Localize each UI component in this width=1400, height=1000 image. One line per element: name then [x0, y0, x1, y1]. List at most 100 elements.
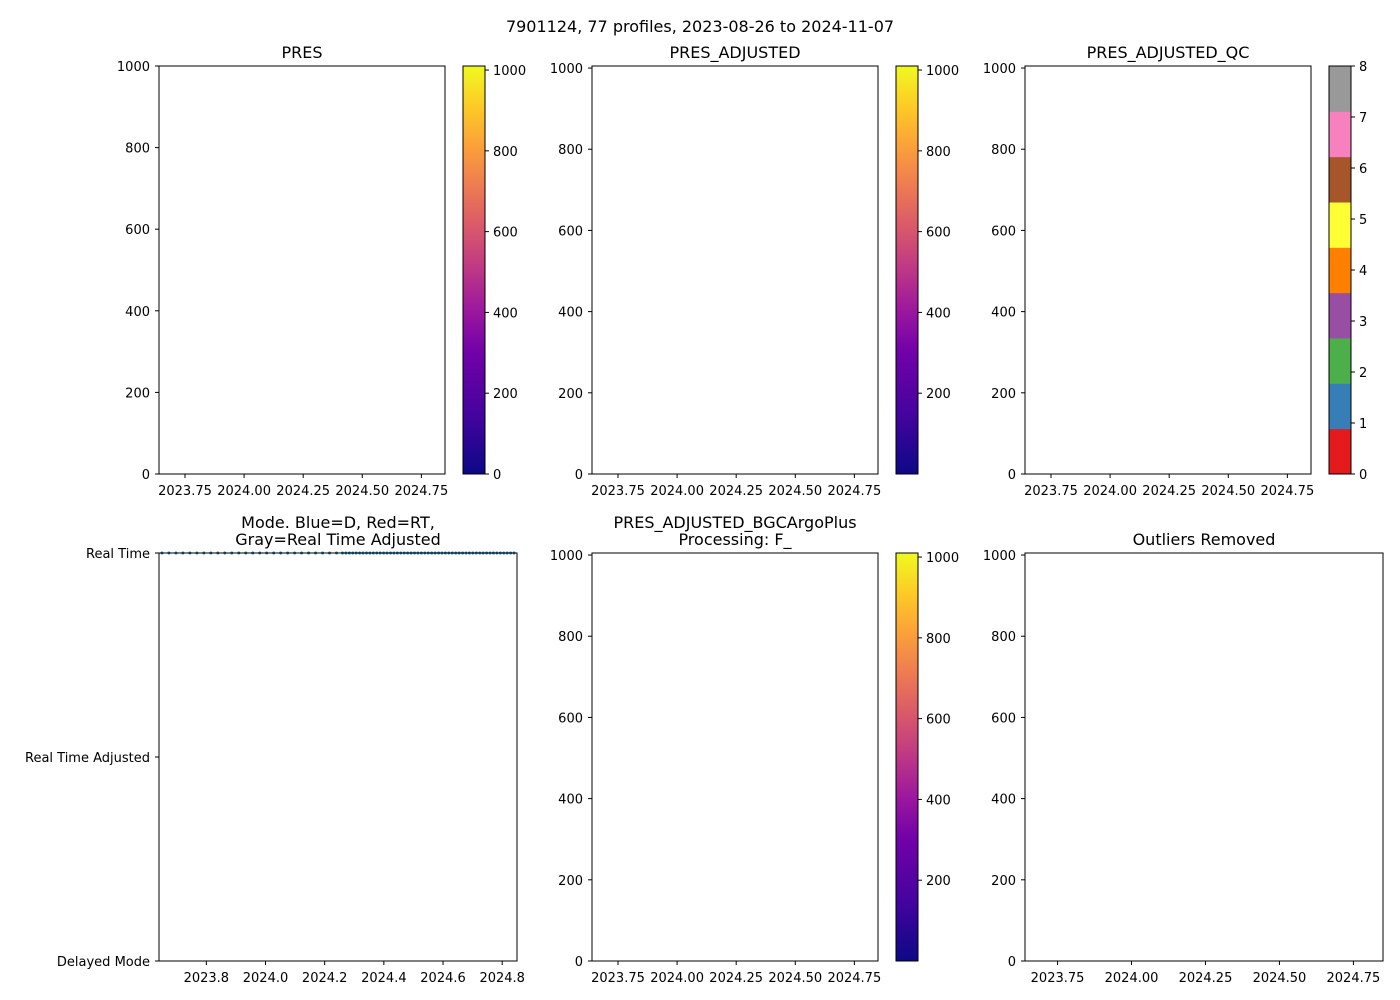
pres-cbar-tick-label: 600 [493, 226, 518, 241]
pres_adjusted_qc-cbar-tick-label: 6 [1359, 162, 1367, 177]
pres_adjusted_bgc-title-line-0: PRES_ADJUSTED_BGCArgoPlus [613, 513, 856, 533]
pres_adjusted-ytick-label: 400 [558, 306, 583, 321]
pres-cbar-tick-label: 400 [493, 306, 518, 321]
pres_adjusted_qc-xtick-label: 2024.75 [1260, 484, 1314, 499]
mode-xtick-label: 2023.8 [184, 971, 230, 986]
pres_adjusted_qc-ytick-label: 1000 [983, 62, 1016, 77]
pres_adjusted_qc-cbar-tick-label: 3 [1359, 315, 1367, 330]
pres_adjusted-ytick-label: 0 [575, 468, 583, 483]
pres-xtick-label: 2024.00 [217, 484, 271, 499]
pres_adjusted-xtick-label: 2024.00 [650, 484, 704, 499]
outliers-ytick-label: 400 [991, 793, 1016, 808]
pres_adjusted_qc-ytick-label: 0 [1008, 468, 1016, 483]
pres-cbar-tick-label: 0 [493, 468, 501, 483]
outliers-title-line-0: Outliers Removed [1133, 530, 1276, 549]
pres_adjusted_qc-colorbar-segment [1329, 111, 1351, 158]
pres_adjusted_bgc-colorbar-frame [895, 552, 919, 962]
pres_adjusted_bgc-axes-frame [591, 552, 879, 962]
outliers-xtick-label: 2024.75 [1327, 971, 1381, 986]
mode-axes-frame [158, 552, 518, 962]
pres_adjusted_bgc-cbar-tick-label: 1000 [926, 551, 959, 566]
pres_adjusted-xtick-label: 2024.50 [768, 484, 822, 499]
pres_adjusted-xtick-label: 2024.75 [827, 484, 881, 499]
mode-title-line-1: Gray=Real Time Adjusted [235, 530, 441, 549]
pres_adjusted-ytick-label: 800 [558, 143, 583, 158]
outliers-ytick-label: 800 [991, 630, 1016, 645]
pres_adjusted_bgc-ytick-label: 800 [558, 630, 583, 645]
pres_adjusted_qc-cbar-tick-label: 0 [1359, 468, 1367, 483]
mode-xtick-label: 2024.8 [479, 971, 525, 986]
pres-ytick-label: 400 [125, 305, 150, 320]
pres-colorbar-frame [462, 65, 486, 475]
pres_adjusted_qc-colorbar-segment [1329, 383, 1351, 430]
pres_adjusted_qc-colorbar-segment [1329, 338, 1351, 384]
outliers-ytick-label: 600 [991, 711, 1016, 726]
pres_adjusted-cbar-tick-label: 800 [926, 145, 951, 160]
pres-plot-area [159, 66, 445, 474]
pres_adjusted-xtick-label: 2024.25 [709, 484, 763, 499]
pres_adjusted_qc-colorbar-segment [1329, 428, 1351, 475]
pres_adjusted-cbar-tick-label: 400 [926, 306, 951, 321]
pres_adjusted_bgc-xtick-label: 2024.00 [650, 971, 704, 986]
outliers-xtick-label: 2024.00 [1105, 971, 1159, 986]
pres_adjusted_qc-colorbar-segment [1329, 156, 1351, 203]
outliers-ytick-label: 200 [991, 874, 1016, 889]
outliers-plot-area [1025, 553, 1383, 961]
pres_adjusted_bgc-ytick-label: 400 [558, 793, 583, 808]
outliers-panel: 2023.75 2024.00 2024.25 2024.50 2024.75 0 200 4… [983, 549, 1384, 986]
pres_adjusted_bgc-cbar-tick-label: 600 [926, 713, 951, 728]
pres_adjusted_qc-cbar-tick-label: 1 [1359, 417, 1367, 432]
pres-title-line-0: PRES [281, 43, 322, 62]
pres_adjusted_qc-colorbar-segment [1329, 247, 1351, 294]
outliers-axes-frame [1024, 552, 1384, 962]
pres_adjusted-ytick-label: 600 [558, 224, 583, 239]
outliers-ytick-label: 1000 [983, 549, 1016, 564]
outliers-xtick-label: 2024.25 [1179, 971, 1233, 986]
pres_adjusted_qc-colorbar-segment [1329, 66, 1351, 112]
pres_adjusted_qc-ytick-label: 200 [991, 387, 1016, 402]
pres-ytick-label: 1000 [117, 60, 150, 75]
pres_adjusted-xtick-label: 2023.75 [591, 484, 645, 499]
outliers-xtick-label: 2023.75 [1031, 971, 1085, 986]
pres_adjusted_qc-xtick-label: 2024.50 [1201, 484, 1255, 499]
figure-suptitle: 7901124, 77 profiles, 2023-08-26 to 2024… [506, 17, 894, 36]
pres_adjusted_bgc-ytick-label: 1000 [550, 549, 583, 564]
pres_adjusted_qc-colorbar-segment [1329, 202, 1351, 248]
mode-xtick-label: 2024.2 [302, 971, 348, 986]
pres_adjusted_qc-xtick-label: 2023.75 [1024, 484, 1078, 499]
pres-cbar-tick-label: 800 [493, 145, 518, 160]
pres_adjusted-panel: 200 400 600 800 1000 2023.75 2024.00 2024.25 202… [550, 62, 959, 499]
pres_adjusted_qc-cbar-tick-label: 2 [1359, 366, 1367, 381]
pres_adjusted_qc-xtick-label: 2024.00 [1083, 484, 1137, 499]
mode-ytick-label: Real Time [86, 547, 150, 562]
pres_adjusted_qc-ytick-label: 400 [991, 306, 1016, 321]
outliers-ytick-label: 0 [1008, 955, 1016, 970]
pres_adjusted_qc-cbar-tick-label: 4 [1359, 264, 1367, 279]
pres-panel: 0 200 400 600 800 1000 2023.75 2024.00 2024.25 20… [117, 60, 526, 499]
pres-xtick-label: 2024.50 [335, 484, 389, 499]
pres_adjusted_bgc-panel: 200 400 600 800 1000 2023.75 2024.00 2024.25 202… [550, 549, 959, 986]
pres_adjusted_bgc-xtick-label: 2024.25 [709, 971, 763, 986]
mode-plot-area [159, 553, 517, 961]
pres_adjusted-ytick-label: 200 [558, 387, 583, 402]
pres_adjusted-cbar-tick-label: 600 [926, 226, 951, 241]
pres_adjusted-ytick-label: 1000 [550, 62, 583, 77]
mode-ytick-label: Real Time Adjusted [25, 751, 150, 766]
mode-xtick-label: 2024.4 [361, 971, 407, 986]
mode-panel: 2023.8 2024.0 2024.2 2024.4 2024.6 2024.8 Real… [25, 547, 525, 986]
pres_adjusted-axes-frame [591, 65, 879, 475]
pres_adjusted_bgc-xtick-label: 2023.75 [591, 971, 645, 986]
pres-ytick-label: 600 [125, 223, 150, 238]
pres_adjusted_bgc-xtick-label: 2024.75 [827, 971, 881, 986]
pres_adjusted_qc-panel: 0 1 2 3 4 5 6 7 8 2023.75 2024.00 2024.25 2024.50 202… [983, 60, 1367, 499]
mode-xtick-label: 2024.0 [243, 971, 289, 986]
pres_adjusted_qc-cbar-tick-label: 7 [1359, 111, 1367, 126]
pres_adjusted_qc-axes-frame [1024, 65, 1312, 475]
mode-title-line-0: Mode. Blue=D, Red=RT, [241, 513, 435, 532]
pres-ytick-label: 800 [125, 142, 150, 157]
pres_adjusted_qc-ytick-label: 800 [991, 143, 1016, 158]
pres_adjusted_qc-cbar-tick-label: 8 [1359, 60, 1367, 75]
pres_adjusted-cbar-tick-label: 1000 [926, 64, 959, 79]
pres-colorbar [463, 66, 485, 474]
pres_adjusted_qc-xtick-label: 2024.25 [1142, 484, 1196, 499]
